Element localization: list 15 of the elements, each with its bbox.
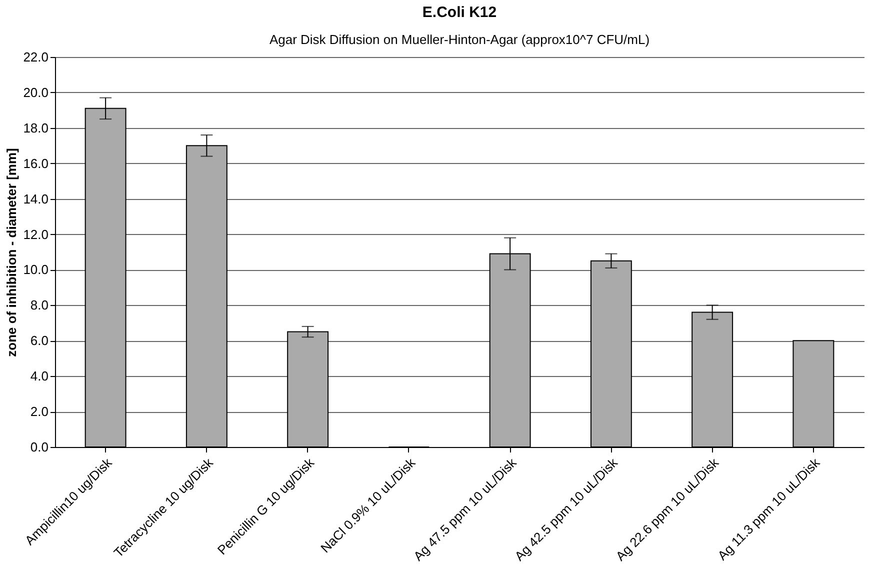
y-tick-label: 8.0	[30, 298, 48, 313]
y-tick-label: 2.0	[30, 404, 48, 420]
y-tick-label: 20.0	[23, 84, 48, 100]
y-axis-title: zone of inhibition - diameter [mm]	[4, 148, 20, 357]
chart-title: E.Coli K12	[422, 4, 497, 21]
y-tick-label: 12.0	[23, 226, 48, 242]
y-tick-label: 4.0	[30, 368, 48, 384]
chart-subtitle: Agar Disk Diffusion on Mueller-Hinton-Agar (approx10^7 CFU/mL)	[269, 32, 650, 47]
y-tick-label: 6.0	[30, 333, 48, 348]
y-tick-label: 14.0	[23, 191, 48, 206]
y-tick-label: 10.0	[23, 262, 48, 278]
y-tick-label: 18.0	[23, 120, 48, 136]
y-tick-label: 16.0	[23, 156, 48, 171]
y-tick-label: 0.0	[30, 440, 48, 454]
y-tick-label: 22.0	[23, 50, 48, 64]
